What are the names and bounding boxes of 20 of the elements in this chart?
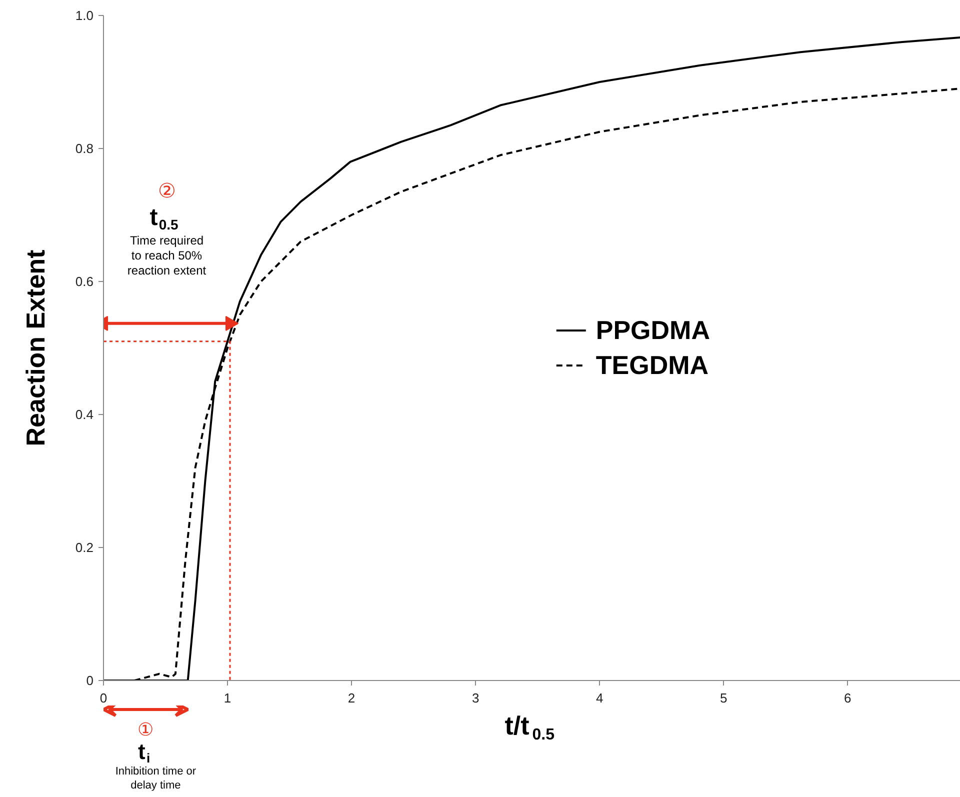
x-tick-label: 3	[472, 690, 480, 706]
text: Inhibition time or delay time	[115, 766, 196, 792]
y-tick-label: 0.4	[75, 407, 94, 422]
y-tick-label: 1.0	[75, 8, 94, 23]
x-tick-label: 6	[844, 690, 852, 706]
x-tick-label: 0	[100, 690, 108, 706]
y-tick-label: 0.2	[75, 540, 94, 555]
annotation: Time required to reach 50% reaction extent	[127, 233, 207, 278]
x-tick-label: 1	[224, 690, 232, 706]
x-tick-label: 2	[348, 690, 356, 706]
y-tick-label: 0	[86, 673, 94, 688]
legend-label: TEGDMA	[596, 350, 709, 380]
annotation: ②	[158, 180, 176, 202]
legend-label: PPGDMA	[596, 314, 710, 346]
y-tick-label: 0.8	[75, 141, 94, 156]
y-axis-title: Reaction Extent	[20, 249, 50, 446]
x-tick-label: 5	[720, 690, 728, 706]
x-tick-label: 4	[596, 690, 604, 706]
y-tick-label: 0.6	[75, 274, 94, 289]
text: ①	[138, 720, 154, 740]
